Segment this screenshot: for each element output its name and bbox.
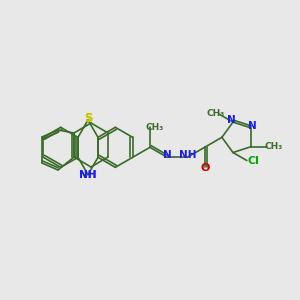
Text: N: N [226,115,236,125]
Text: N: N [248,121,257,131]
Text: CH₃: CH₃ [207,109,225,118]
Text: S: S [84,112,92,125]
Text: O: O [201,163,210,173]
Text: CH₃: CH₃ [265,142,283,151]
Text: N: N [163,150,172,160]
Text: Cl: Cl [248,155,260,166]
Text: NH: NH [79,169,97,180]
Text: NH: NH [178,150,196,160]
Text: CH₃: CH₃ [146,123,164,132]
Text: S: S [84,113,92,123]
Text: NH: NH [79,169,97,180]
